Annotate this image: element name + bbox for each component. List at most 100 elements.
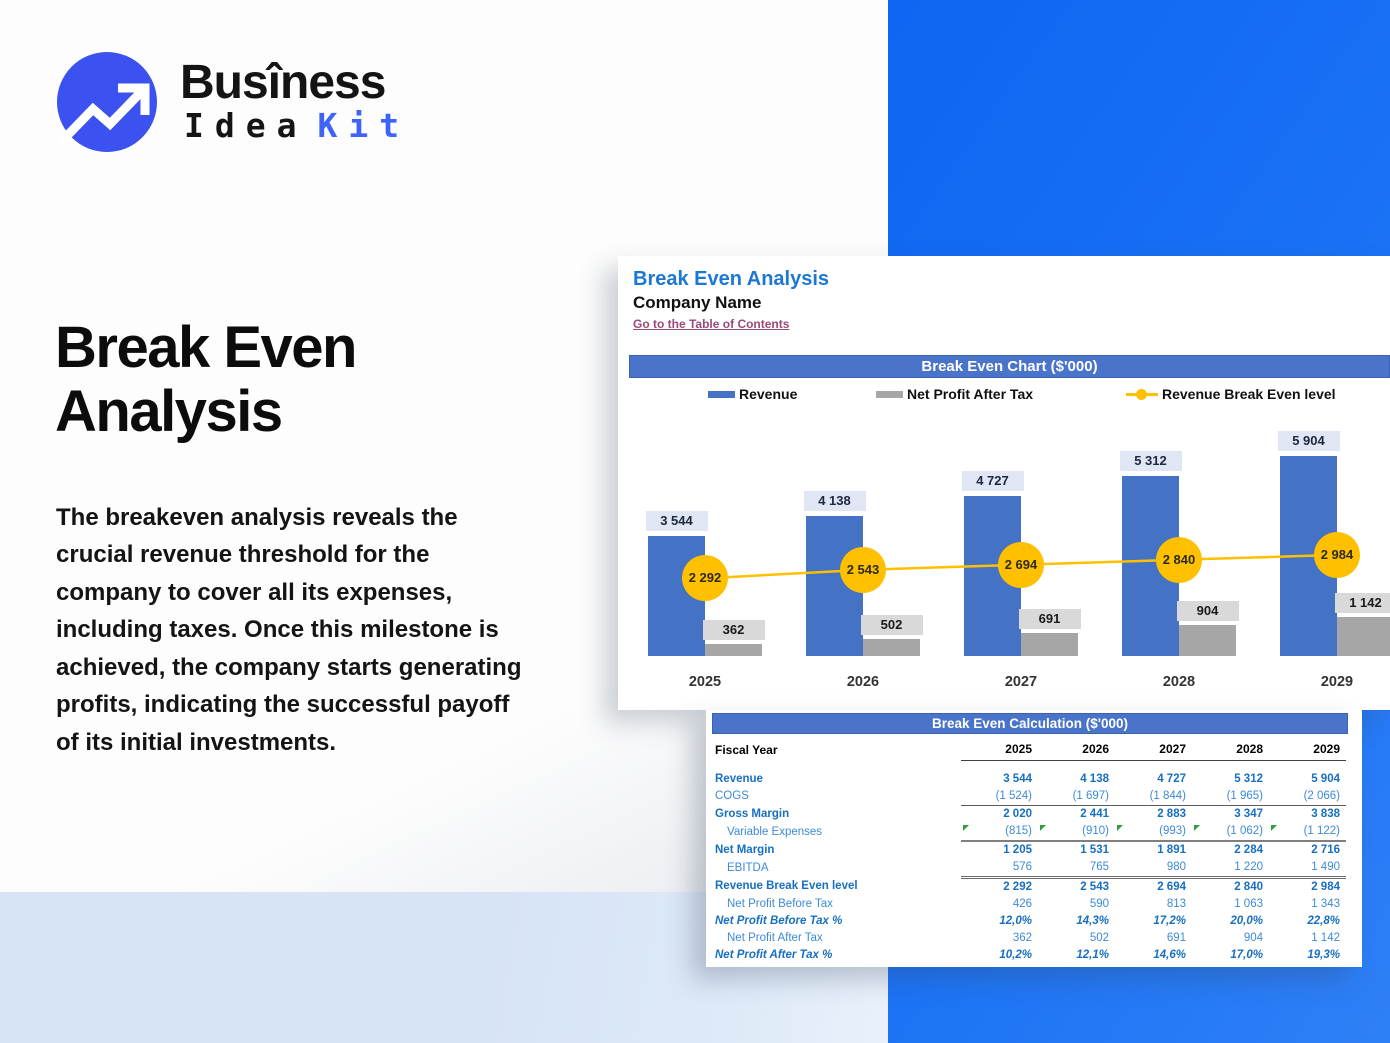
- value-cell: 2 716: [1311, 844, 1340, 856]
- revenue-value-label: 5 904: [1277, 431, 1340, 451]
- table-row: Net Profit Before Tax 426 590 813 1 063 1 343: [715, 896, 1346, 913]
- calculation-table-panel: Break Even Calculation ($'000) Fiscal Ye…: [706, 710, 1362, 967]
- value-cell: (910): [1038, 823, 1115, 842]
- row-label: Net Profit After Tax: [727, 932, 823, 944]
- break-even-point: 2 694: [998, 541, 1044, 588]
- table-row: Gross Margin 2 020 2 441 2 883 3 347 3 838: [715, 806, 1346, 824]
- value-cell: 1 142: [1311, 932, 1340, 944]
- net-profit-value-label: 691: [1018, 608, 1081, 629]
- value-cell: 3 347: [1234, 808, 1263, 820]
- chart-legend: Revenue Net Profit After Tax Revenue Break…: [618, 385, 1390, 403]
- row-label: Net Margin: [715, 843, 775, 856]
- value-cell: 12,1%: [1076, 949, 1109, 961]
- net-profit-bar: [1337, 617, 1390, 656]
- revenue-value-label: 3 544: [645, 510, 708, 531]
- page-title: Break Even Analysis: [55, 315, 357, 444]
- category-label: 2028: [1162, 674, 1196, 690]
- break-even-point: 2 984: [1314, 531, 1360, 578]
- spacer-cell: [961, 760, 1038, 771]
- legend-item: Revenue Break Even level: [1126, 385, 1336, 403]
- net-profit-bar: [1021, 632, 1078, 656]
- value-cell: 362: [1012, 932, 1032, 944]
- value-cell: 3 544: [1003, 773, 1032, 785]
- legend-bar-swatch-icon: [876, 390, 903, 398]
- value-cell: 20,0%: [1230, 915, 1263, 927]
- value-cell: 2 284: [1234, 844, 1263, 856]
- value-cell: (1 965): [1192, 788, 1269, 806]
- brand-subname-accent: Kit: [317, 106, 411, 145]
- net-profit-bar: [1179, 625, 1236, 656]
- legend-label: Revenue: [739, 386, 798, 402]
- revenue-value-label: 5 312: [1119, 451, 1182, 472]
- category-label: 2025: [688, 674, 722, 690]
- value-cell: 813: [1166, 898, 1186, 910]
- row-label: Net Profit After Tax %: [715, 949, 833, 961]
- legend-label: Net Profit After Tax: [907, 386, 1034, 402]
- spacer-cell: [1192, 760, 1269, 771]
- value-cell: 576: [961, 859, 1038, 879]
- year-header-cell: 2027: [1115, 740, 1192, 761]
- value-cell: 17,2%: [1153, 915, 1186, 927]
- spacer-cell: [1038, 760, 1115, 771]
- category-label: 2029: [1320, 674, 1354, 690]
- value-cell: (2 066): [1269, 788, 1346, 806]
- spacer-cell: [1269, 760, 1346, 771]
- row-label: COGS: [715, 790, 749, 803]
- page-title-line1: Break Even: [55, 315, 357, 380]
- value-cell: 3 838: [1311, 808, 1340, 820]
- brand-subname: Idea Kit: [184, 106, 410, 145]
- value-cell: 1 891: [1157, 844, 1186, 856]
- break-even-point: 2 292: [682, 555, 728, 602]
- brand-name: Busîness: [180, 56, 386, 109]
- table-of-contents-link[interactable]: Go to the Table of Contents: [633, 317, 790, 331]
- value-cell: 14,6%: [1153, 949, 1186, 961]
- legend-bar-swatch-icon: [708, 390, 735, 398]
- year-header-cell: 2025: [961, 740, 1038, 761]
- net-profit-value-label: 1 142: [1334, 593, 1390, 614]
- calculation-table: Fiscal Year 2025 2026 2027 2028 2029 Revenue 3 …: [715, 740, 1346, 964]
- calculation-table-wrap: Fiscal Year 2025 2026 2027 2028 2029 Revenue 3 …: [715, 740, 1355, 964]
- value-cell: 2 020: [1003, 808, 1032, 820]
- year-header-cell: 2029: [1269, 740, 1346, 761]
- page-title-line2: Analysis: [55, 378, 283, 444]
- value-cell: 22,8%: [1307, 915, 1340, 927]
- value-cell: 14,3%: [1076, 915, 1109, 927]
- value-cell: 1 063: [1234, 898, 1263, 910]
- year-header-cell: 2028: [1192, 740, 1269, 761]
- value-cell: 2 694: [1157, 881, 1186, 893]
- value-cell: 10,2%: [999, 949, 1032, 961]
- table-row: Revenue Break Even level 2 292 2 543 2 694 2…: [715, 878, 1346, 897]
- table-row: Variable Expenses (815) (910) (993) (1 062)(…: [715, 823, 1346, 842]
- value-cell: 5 312: [1234, 773, 1263, 785]
- net-profit-value-label: 904: [1176, 601, 1239, 622]
- chart-category-axis: 2025 2026 2027 2028 2029: [618, 674, 1390, 694]
- table-row: Net Profit Before Tax % 12,0% 14,3% 17,2% 20…: [715, 913, 1346, 930]
- revenue-value-label: 4 138: [803, 490, 866, 511]
- value-cell: (1 697): [1038, 788, 1115, 806]
- brand-logo: [55, 50, 159, 154]
- category-label: 2026: [846, 674, 880, 690]
- trend-up-arrow-circle-icon: [56, 52, 157, 152]
- net-profit-value-label: 362: [702, 619, 765, 640]
- value-cell: 19,3%: [1307, 949, 1340, 961]
- value-cell: (993): [1115, 823, 1192, 842]
- value-cell: 4 727: [1157, 773, 1186, 785]
- revenue-value-label: 4 727: [961, 470, 1024, 491]
- value-cell: 502: [1089, 932, 1109, 944]
- row-label: Revenue: [715, 773, 763, 785]
- table-row: EBITDA 576 765 980 1 220 1 490: [715, 859, 1346, 879]
- break-even-point: 2 840: [1156, 536, 1202, 583]
- spreadsheet-chart-panel: Break Even Analysis Company Name Go to t…: [618, 256, 1390, 710]
- value-cell: 980: [1115, 859, 1192, 879]
- table-row: Net Profit After Tax % 10,2% 12,1% 14,6% 17,…: [715, 947, 1346, 964]
- net-profit-bar: [705, 643, 762, 656]
- value-cell: 1 490: [1269, 859, 1346, 879]
- value-cell: 1 205: [1003, 844, 1032, 856]
- value-cell: 12,0%: [999, 915, 1032, 927]
- value-cell: (1 062): [1192, 823, 1269, 842]
- value-cell: 2 840: [1234, 881, 1263, 893]
- break-even-line: [704, 553, 1338, 580]
- table-spacer-row: [715, 760, 1346, 771]
- value-cell: 2 292: [1003, 881, 1032, 893]
